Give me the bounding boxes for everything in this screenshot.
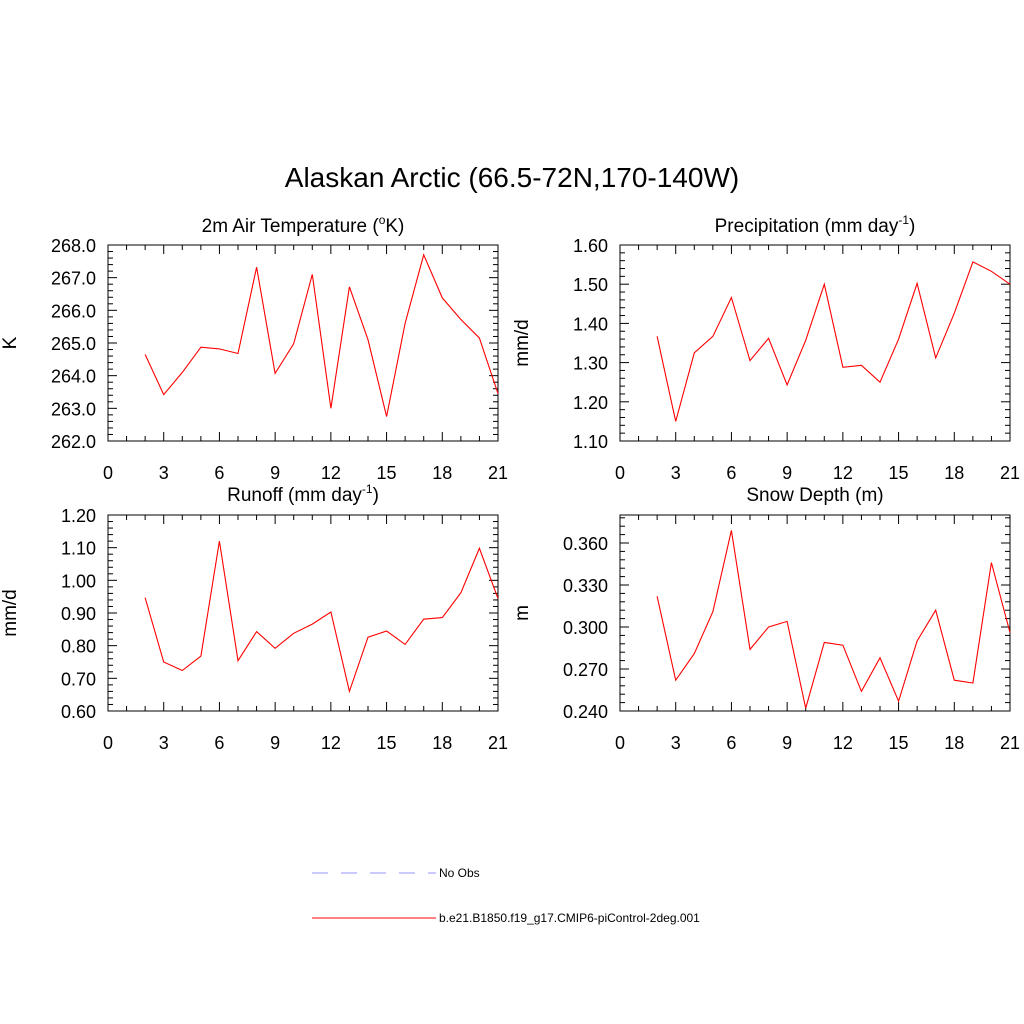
plot-frame [619,244,1011,442]
x-tick-label: 18 [944,463,964,483]
series-line-model [656,261,1011,422]
x-tick-label: 21 [488,733,508,753]
y-tick-label: 0.80 [61,637,96,657]
y-tick-label: 262.0 [51,432,96,452]
panel-title-superscript: -1 [898,213,909,227]
panel-title-superscript: o [379,213,386,227]
x-tick-label: 18 [432,733,452,753]
y-tick-label: 268.0 [51,236,96,256]
y-tick-label: 0.70 [61,669,96,689]
panel-title-superscript: -1 [362,482,373,496]
x-tick-label: 9 [782,733,792,753]
x-tick-label: 0 [103,733,113,753]
y-tick-label: 0.240 [563,702,608,722]
panel-title-text: Runoff (mm day [227,485,362,506]
y-tick-label: 1.20 [61,506,96,526]
plot-frame [107,244,499,442]
x-tick-label: 6 [726,463,736,483]
y-axis-label: m [512,605,533,621]
series-line-model [656,530,1011,709]
x-tick-label: 3 [671,463,681,483]
y-tick-label: 266.0 [51,301,96,321]
chart-panel-air-temperature: 2m Air Temperature (oK) K 0 3 6 9 12 15 18 21 262.… [0,213,508,483]
panel-title: Precipitation (mm day-1) [715,213,916,237]
x-tick-label: 6 [214,463,224,483]
x-tick-label: 0 [615,733,625,753]
y-tick-label: 1.10 [61,539,96,559]
y-tick-label: 0.90 [61,604,96,624]
x-tick-label: 6 [726,733,736,753]
x-tick-label: 12 [321,733,341,753]
x-tick-label: 21 [1000,463,1020,483]
y-axis-label: K [0,336,21,349]
panel-title: Runoff (mm day-1) [227,482,379,506]
panel-title-suffix: ) [373,485,379,506]
y-tick-label: 1.20 [573,393,608,413]
panel-title-text: 2m Air Temperature ( [202,216,380,237]
series-line-model [144,541,499,694]
x-tick-label: 18 [944,733,964,753]
series-line-model [144,253,499,417]
y-tick-label: 267.0 [51,269,96,289]
panel-title-text: Precipitation (mm day [715,216,899,237]
y-tick-label: 264.0 [51,367,96,387]
y-tick-label: 0.330 [563,576,608,596]
plot-frame [107,514,499,712]
y-tick-label: 0.360 [563,534,608,554]
x-tick-label: 15 [889,463,909,483]
panel-title: 2m Air Temperature (oK) [202,213,405,237]
x-tick-label: 3 [671,733,681,753]
figure-title: Alaskan Arctic (66.5-72N,170-140W) [284,162,740,193]
plot-frame [619,514,1011,712]
x-tick-label: 3 [159,463,169,483]
x-tick-label: 3 [159,733,169,753]
x-tick-label: 15 [377,733,397,753]
y-tick-label: 263.0 [51,399,96,419]
x-tick-label: 6 [214,733,224,753]
y-tick-label: 1.00 [61,571,96,591]
y-tick-label: 0.60 [61,702,96,722]
x-tick-label: 18 [432,463,452,483]
x-tick-label: 9 [270,463,280,483]
x-tick-label: 21 [1000,733,1020,753]
x-tick-label: 0 [615,463,625,483]
y-axis-label: mm/d [0,589,21,637]
x-tick-label: 12 [833,463,853,483]
y-tick-label: 1.60 [573,236,608,256]
y-tick-label: 1.40 [573,314,608,334]
x-tick-label: 9 [270,733,280,753]
x-tick-label: 0 [103,463,113,483]
y-axis-label: mm/d [512,319,533,367]
panel-title-suffix: K) [385,216,404,237]
x-tick-label: 12 [833,733,853,753]
y-tick-label: 1.10 [573,432,608,452]
x-tick-label: 21 [488,463,508,483]
x-tick-label: 15 [889,733,909,753]
panel-title-suffix: ) [909,216,915,237]
x-tick-label: 9 [782,463,792,483]
y-tick-label: 0.270 [563,660,608,680]
chart-panel-snow-depth: Snow Depth (m) m 0 3 6 9 12 15 18 21 0.240 0.270 0.3… [512,485,1020,753]
x-tick-label: 15 [377,463,397,483]
panel-title-text: Snow Depth (m) [746,485,883,506]
x-tick-label: 12 [321,463,341,483]
chart-panel-runoff: Runoff (mm day-1) mm/d 0 3 6 9 12 15 18 21 0.60 0.7… [0,482,508,753]
y-tick-label: 1.30 [573,354,608,374]
chart-panel-precipitation: Precipitation (mm day-1) mm/d 0 3 6 9 12 15 18 21… [512,213,1020,483]
y-tick-label: 0.300 [563,618,608,638]
panel-title: Snow Depth (m) [746,485,883,506]
y-tick-label: 1.50 [573,275,608,295]
y-tick-label: 265.0 [51,334,96,354]
